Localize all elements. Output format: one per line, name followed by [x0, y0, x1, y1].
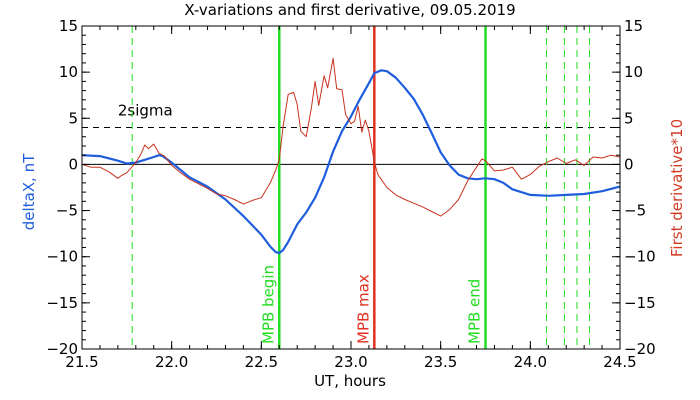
series-deltax-line	[81, 69, 621, 255]
y-tick-label-right-3: 0	[624, 155, 634, 173]
y-tick-label-right-1: 10	[624, 63, 643, 81]
x-axis-label: UT, hours	[314, 372, 386, 390]
y-axis-label-left: deltaX, nT	[20, 153, 38, 230]
y-tick-label-right-6: −15	[624, 294, 656, 312]
x-tick-label-1: 22.0	[155, 353, 188, 371]
y-tick-label-left-7: −20	[46, 340, 78, 358]
plot-area: 2sigma MPB begin MPB max MPB end 21.5 22.0 22.…	[46, 17, 655, 371]
event-label-2: MPB max	[354, 274, 372, 344]
y-tick-label-left-1: 10	[59, 63, 78, 81]
x-tick-label-5: 24.0	[514, 353, 547, 371]
x-tick-label-2: 22.5	[245, 353, 278, 371]
x-tick-label-6: 24.5	[603, 353, 636, 371]
y-tick-label-left-2: 5	[68, 109, 78, 127]
event-label-1: MPB begin	[259, 265, 277, 344]
x-tick-label-0: 21.5	[65, 353, 98, 371]
event-label-3: MPB end	[466, 279, 484, 344]
y-tick-label-left-3: 0	[68, 155, 78, 173]
y-tick-label-right-0: 15	[624, 17, 643, 35]
x-tick-label-3: 23.0	[334, 353, 367, 371]
y-tick-label-right-7: −20	[624, 340, 656, 358]
y-tick-label-right-2: 5	[624, 109, 634, 127]
y-tick-label-right-4: −5	[624, 202, 646, 220]
y-tick-label-right-5: −10	[624, 248, 656, 266]
y-tick-label-left-6: −15	[46, 294, 78, 312]
y-tick-label-left-5: −10	[46, 248, 78, 266]
chart-title: X-variations and first derivative, 09.05…	[184, 1, 515, 19]
y-tick-label-left-4: −5	[56, 202, 78, 220]
series-derivative-line	[81, 57, 621, 217]
y-tick-label-left-0: 15	[59, 17, 78, 35]
y-axis-label-right: First derivative*10	[668, 119, 686, 257]
threshold-label: 2sigma	[118, 102, 173, 120]
plot-frame	[81, 25, 621, 350]
x-tick-label-4: 23.5	[424, 353, 457, 371]
